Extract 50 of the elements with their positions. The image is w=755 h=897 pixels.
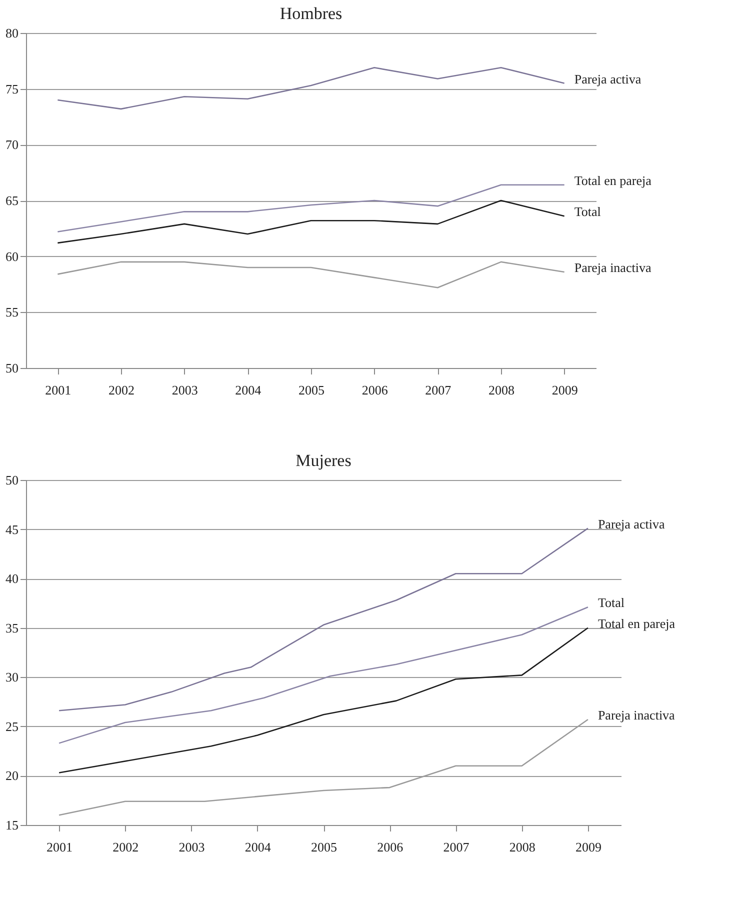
- y-tick-label: 50: [6, 360, 18, 376]
- y-tick-label: 60: [6, 248, 18, 264]
- x-tick-label: 2007: [425, 382, 452, 398]
- x-tick-label: 2008: [488, 382, 514, 398]
- y-tick-label: 75: [6, 81, 18, 96]
- x-tick-label: 2004: [244, 840, 272, 854]
- series-label: Pareja activa: [574, 71, 642, 86]
- series-label: Pareja activa: [598, 516, 665, 532]
- x-tick-label: 2009: [575, 840, 602, 854]
- chart-title: Hombres: [280, 4, 342, 23]
- series-label: Pareja inactiva: [598, 708, 676, 723]
- series-label: Total en pareja: [598, 616, 676, 631]
- y-tick-label: 35: [6, 620, 18, 636]
- x-tick-label: 2007: [443, 840, 470, 854]
- line-series: [57, 261, 565, 288]
- x-tick-label: 2003: [178, 840, 205, 854]
- line-series: [58, 528, 589, 712]
- series-label: Pareja inactiva: [574, 260, 652, 275]
- chart-title: Mujeres: [296, 451, 352, 470]
- line-series: [57, 184, 565, 232]
- x-tick-label: 2006: [377, 840, 404, 854]
- x-tick-label: 2002: [108, 382, 134, 398]
- x-tick-label: 2004: [235, 382, 262, 398]
- x-tick-label: 2006: [362, 382, 388, 398]
- y-tick-label: 45: [6, 522, 18, 537]
- line-series: [57, 66, 565, 110]
- y-tick-label: 20: [6, 768, 18, 784]
- line-series: [57, 200, 565, 244]
- x-tick-label: 2001: [46, 840, 73, 854]
- y-tick-label: 65: [6, 193, 18, 208]
- y-tick-label: 30: [6, 670, 18, 685]
- x-tick-label: 2001: [45, 382, 72, 398]
- y-tick-label: 50: [6, 472, 18, 488]
- y-tick-label: 70: [6, 137, 18, 152]
- y-tick-label: 55: [6, 304, 18, 320]
- x-tick-label: 2005: [311, 840, 337, 854]
- x-tick-label: 2009: [552, 382, 578, 398]
- y-tick-label: 15: [6, 818, 18, 832]
- y-tick-label: 40: [6, 571, 18, 586]
- series-label: Total: [574, 204, 602, 220]
- series-label: Total en pareja: [574, 172, 652, 188]
- line-series: [58, 606, 589, 744]
- x-tick-label: 2002: [112, 840, 139, 854]
- line-series: [58, 627, 589, 774]
- x-tick-label: 2008: [509, 840, 536, 854]
- series-label: Total: [598, 595, 625, 610]
- y-tick-label: 25: [6, 718, 18, 734]
- x-tick-label: 2005: [298, 382, 324, 398]
- x-tick-label: 2003: [172, 382, 198, 398]
- y-tick-label: 80: [6, 26, 18, 40]
